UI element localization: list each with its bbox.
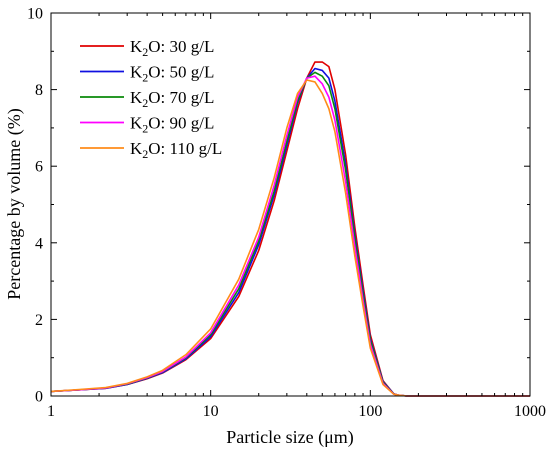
y-tick-label: 6: [35, 159, 43, 176]
y-axis-label: Percentage by volume (%): [4, 108, 25, 299]
y-tick-label: 8: [35, 82, 43, 99]
x-tick-label: 100: [358, 403, 382, 420]
x-tick-label: 1: [47, 403, 55, 420]
plot-frame: [50, 12, 531, 397]
series-line-5: [50, 79, 530, 397]
y-tick-label: 0: [35, 389, 43, 406]
legend-label-4: K2O: 90 g/L: [130, 114, 214, 136]
x-tick-label: 1000: [514, 403, 546, 420]
y-tick-label: 4: [35, 235, 43, 252]
series-line-1: [50, 61, 530, 397]
legend: K2O: 30 g/L K2O: 50 g/L K2O: 70 g/L K2O: 90…: [80, 37, 222, 161]
series-line-4: [50, 75, 530, 397]
legend-label-5: K2O: 110 g/L: [130, 139, 222, 161]
legend-label-3: K2O: 70 g/L: [130, 88, 214, 110]
legend-label-2: K2O: 50 g/L: [130, 63, 214, 85]
y-tick-label: 10: [27, 6, 43, 23]
legend-label-1: K2O: 30 g/L: [130, 37, 214, 59]
y-tick-label: 2: [35, 312, 43, 329]
x-tick-label: 10: [203, 403, 219, 420]
x-axis-label: Particle size (μm): [226, 427, 354, 448]
